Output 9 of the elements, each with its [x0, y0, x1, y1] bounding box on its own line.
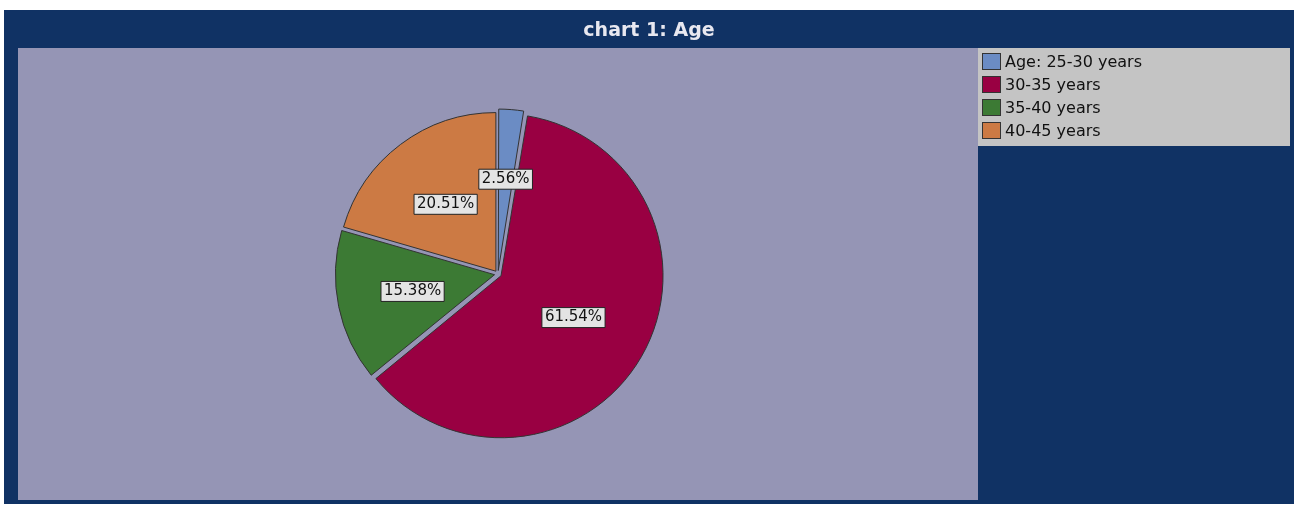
data-label: 15.38% [383, 281, 442, 300]
chart-title: chart 1: Age [582, 17, 716, 42]
legend-label: 35-40 years [1005, 98, 1101, 117]
data-label: 2.56% [481, 169, 530, 188]
legend-label: Age: 25-30 years [1005, 52, 1143, 71]
data-label: 20.51% [417, 194, 475, 213]
data-label: 61.54% [544, 307, 603, 326]
legend-label: 40-45 years [1005, 121, 1101, 140]
legend-label: 30-35 years [1005, 75, 1101, 94]
